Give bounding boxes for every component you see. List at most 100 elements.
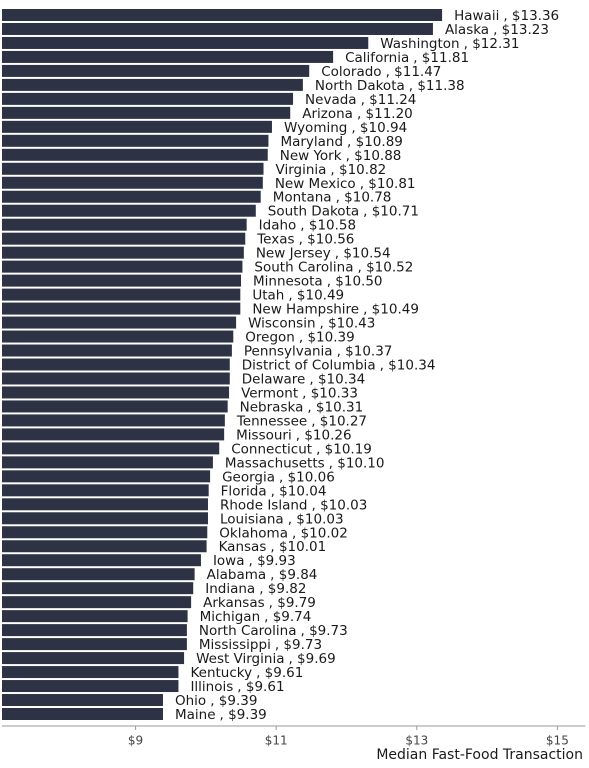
bar xyxy=(2,484,209,497)
value-label: , $10.10 xyxy=(329,455,385,471)
value-label: , $9.73 xyxy=(300,623,347,639)
value-label: , $10.26 xyxy=(296,427,352,443)
bar-label: South Dakota, $10.71 xyxy=(268,204,419,220)
bar xyxy=(2,708,163,720)
bar xyxy=(2,176,263,189)
value-label: , $12.31 xyxy=(464,36,520,52)
bar-label: Ohio, $9.39 xyxy=(175,693,257,709)
bar-label: Alaska, $13.23 xyxy=(445,22,549,38)
state-name: Colorado xyxy=(321,64,381,80)
value-label: , $10.58 xyxy=(300,218,356,234)
bar xyxy=(2,316,237,329)
bar-label: Illinois, $9.61 xyxy=(190,679,284,695)
state-name: New Hampshire xyxy=(252,302,359,318)
state-name: Montana xyxy=(273,190,332,206)
value-label: , $10.50 xyxy=(327,274,383,290)
bar xyxy=(2,9,443,21)
state-name: Oklahoma xyxy=(219,525,288,541)
bar xyxy=(2,78,303,91)
value-label: , $10.34 xyxy=(380,358,436,374)
state-name: Virginia xyxy=(276,162,327,178)
value-label: , $11.20 xyxy=(357,106,413,122)
bar-label: New York, $10.88 xyxy=(280,148,402,164)
bar-label: Virginia, $10.82 xyxy=(276,162,387,178)
bar-label: Texas , $10.56 xyxy=(256,232,354,248)
bar xyxy=(2,344,232,357)
bar xyxy=(2,120,272,133)
value-label: , $10.81 xyxy=(360,176,416,192)
bar xyxy=(2,134,269,147)
state-name: Missouri xyxy=(236,427,292,443)
bar xyxy=(2,190,261,203)
state-name: New Mexico xyxy=(275,176,356,192)
state-name: Kentucky xyxy=(190,665,252,681)
bar xyxy=(2,610,188,623)
value-label: , $10.03 xyxy=(288,511,344,527)
state-name: Pennsylvania xyxy=(244,344,333,360)
state-name: Michigan xyxy=(200,609,261,625)
bar xyxy=(2,680,179,693)
value-label: , $10.88 xyxy=(346,148,402,164)
bar xyxy=(2,596,192,609)
state-name: Arkansas xyxy=(203,595,265,611)
state-name: South Carolina xyxy=(254,260,353,276)
bar xyxy=(2,456,213,469)
state-name: Wisconsin xyxy=(248,316,315,332)
bar-label: Idaho, $10.58 xyxy=(259,218,356,234)
bar-label: Michigan, $9.74 xyxy=(200,609,312,625)
bar-label: Oregon, $10.39 xyxy=(245,330,354,346)
bar xyxy=(2,554,201,567)
bar-label: Missouri, $10.26 xyxy=(236,427,351,443)
state-name: West Virginia xyxy=(196,651,284,667)
bar-label: Arkansas, $9.79 xyxy=(203,595,316,611)
state-name: Arizona xyxy=(302,106,353,122)
bar-label: South Carolina , $10.52 xyxy=(254,260,413,276)
value-label: , $10.49 xyxy=(363,302,419,318)
state-name: Washington xyxy=(380,36,459,52)
state-name: Oregon xyxy=(245,330,295,346)
bar xyxy=(2,302,241,315)
bar xyxy=(2,204,256,217)
state-name: Alaska xyxy=(445,22,489,38)
bar xyxy=(2,148,268,161)
bar xyxy=(2,442,220,455)
value-label: , $10.37 xyxy=(337,344,393,360)
bar-label: Massachusetts, $10.10 xyxy=(225,455,385,471)
value-label: , $10.04 xyxy=(271,483,327,499)
value-label: , $10.03 xyxy=(312,497,368,513)
bar-label: Indiana, $9.82 xyxy=(205,581,306,597)
bar-label: Wisconsin , $10.43 xyxy=(248,316,375,332)
bar xyxy=(2,666,179,679)
bar-label: New Hampshire, $10.49 xyxy=(252,302,419,318)
bar xyxy=(2,428,225,441)
value-label: , $9.73 xyxy=(275,637,322,653)
bar xyxy=(2,568,195,581)
bar xyxy=(2,372,230,385)
value-label: , $9.93 xyxy=(249,553,296,569)
state-name: Ohio xyxy=(175,693,206,709)
value-label: , $10.43 xyxy=(320,316,376,332)
state-name: Georgia xyxy=(222,469,275,485)
value-label: , $9.39 xyxy=(210,693,257,709)
bar xyxy=(2,50,334,63)
value-label: , $10.39 xyxy=(299,330,355,346)
bar xyxy=(2,624,187,637)
state-name: Maine xyxy=(175,707,216,723)
value-label: , $11.24 xyxy=(361,92,417,108)
state-name: Iowa xyxy=(213,553,245,569)
bar xyxy=(2,22,433,35)
bar xyxy=(2,400,228,413)
value-label: , $10.01 xyxy=(270,539,326,555)
bar-label: Connecticut, $10.19 xyxy=(231,441,372,457)
state-name: New Jersey xyxy=(256,246,331,262)
value-label: , $10.52 xyxy=(358,260,414,276)
value-label: , $10.33 xyxy=(302,385,358,401)
value-label: , $10.56 xyxy=(299,232,355,248)
state-name: Massachusetts xyxy=(225,455,325,471)
value-label: , $9.69 xyxy=(288,651,335,667)
value-label: , $10.89 xyxy=(347,134,403,150)
bar xyxy=(2,288,241,301)
bar-label: Washington , $12.31 xyxy=(380,36,519,52)
bar xyxy=(2,330,234,343)
value-label: , $10.49 xyxy=(288,288,344,304)
